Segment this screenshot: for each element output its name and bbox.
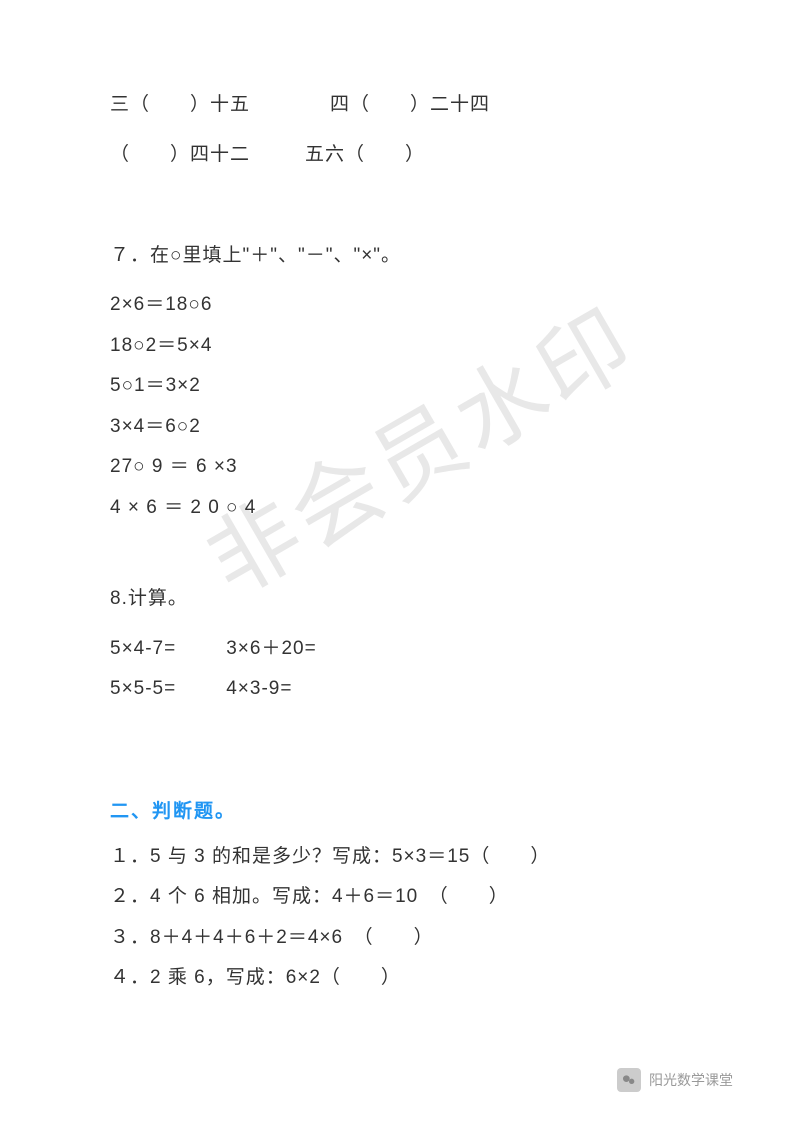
q6-l1-p1: 三（ bbox=[110, 94, 150, 115]
s2-q2: ２．4 个 6 相加。写成：4＋6＝10 （ ） bbox=[110, 883, 683, 912]
q7-eq-2: 18○2＝5×4 bbox=[110, 332, 683, 361]
s2-q3: ３．8＋4＋4＋6＋2＝4×6 （ ） bbox=[110, 924, 683, 953]
q6-line-2: （ ）四十二 五六（ ） bbox=[110, 140, 683, 170]
q7-eq-1: 2×6＝18○6 bbox=[110, 291, 683, 320]
s2-q4: ４．2 乘 6，写成：6×2（ ） bbox=[110, 964, 683, 993]
s2-q1: １．5 与 3 的和是多少？写成：5×3＝15（ ） bbox=[110, 843, 683, 872]
q6-l2-p1: （ bbox=[110, 144, 130, 165]
q6-l1-p4: ）二十四 bbox=[410, 94, 490, 115]
q8-line-2: 5×5-5= 4×3-9= bbox=[110, 675, 683, 704]
footer-text: 阳光数学课堂 bbox=[649, 1070, 733, 1090]
q7-eq-4: 3×4＝6○2 bbox=[110, 413, 683, 442]
q8-title: 8.计算。 bbox=[110, 584, 683, 614]
q7-eq-5: 27○ 9 ＝ 6 ×3 bbox=[110, 453, 683, 482]
q6-l2-p3: 五六（ bbox=[305, 144, 365, 165]
q8-l1-b: 3×6＋20= bbox=[226, 638, 316, 659]
q7-eq-6: 4 × 6 ＝ 2 0 ○ 4 bbox=[110, 494, 683, 523]
q7-eq-3: 5○1＝3×2 bbox=[110, 372, 683, 401]
q6-l1-p3: 四（ bbox=[330, 94, 370, 115]
wechat-icon bbox=[617, 1068, 641, 1092]
q8-line-1: 5×4-7= 3×6＋20= bbox=[110, 635, 683, 664]
q6-line-1: 三（ ）十五 四（ ）二十四 bbox=[110, 90, 683, 120]
q8-l1-a: 5×4-7= bbox=[110, 638, 176, 659]
section2-title: 二、判断题。 bbox=[110, 796, 683, 823]
q7-title: ７．在○里填上"＋"、"－"、"×"。 bbox=[110, 241, 683, 271]
q6-l2-p2: ）四十二 bbox=[170, 144, 250, 165]
q6-l2-p4: ） bbox=[405, 144, 425, 165]
footer: 阳光数学课堂 bbox=[617, 1068, 733, 1092]
q6-l1-p2: ）十五 bbox=[190, 94, 250, 115]
document-content: 三（ ）十五 四（ ）二十四 （ ）四十二 五六（ ） ７．在○里填上"＋"、"－"、"×"… bbox=[110, 90, 683, 993]
q8-l2-b: 4×3-9= bbox=[226, 678, 292, 699]
q8-l2-a: 5×5-5= bbox=[110, 678, 176, 699]
